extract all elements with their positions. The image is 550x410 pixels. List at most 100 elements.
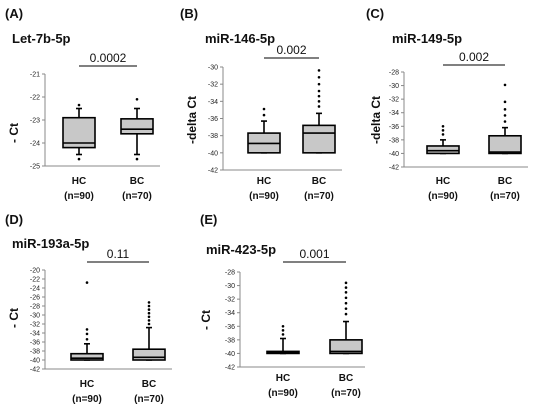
box-iqr <box>70 352 104 361</box>
outlier-point <box>317 89 321 93</box>
y-tick-label: -38 <box>30 349 40 356</box>
y-tick-label: -32 <box>208 82 218 89</box>
panel-letter: (C) <box>366 6 384 21</box>
outlier-point <box>85 332 89 336</box>
y-tick-label: -36 <box>225 324 235 331</box>
p-value-label: 0.001 <box>299 247 329 261</box>
outlier-point <box>503 108 507 111</box>
outlier-point <box>317 69 321 72</box>
y-tick-label: -32 <box>389 97 399 104</box>
panel-title: miR-146-5p <box>205 31 275 46</box>
category-label-line: HC <box>436 176 450 187</box>
category-label-line: (n=70) <box>304 191 334 202</box>
y-tick-label: -34 <box>225 310 235 317</box>
outlier-point <box>503 114 507 117</box>
outlier-point <box>85 328 89 331</box>
box-iqr <box>302 124 336 154</box>
y-axis-label: -delta Ct <box>369 96 383 144</box>
panel-title: miR-423-5p <box>206 242 276 257</box>
box-iqr <box>120 118 154 135</box>
category-label-line: (n=90) <box>72 394 102 405</box>
panel-letter: (A) <box>5 6 23 21</box>
y-tick-label: -22 <box>30 95 40 102</box>
outlier-point <box>77 103 81 107</box>
p-value-label: 0.11 <box>107 247 130 261</box>
p-value-label: 0.0002 <box>90 51 127 65</box>
y-tick-label: -36 <box>389 124 399 131</box>
category-label-line: HC <box>257 176 271 187</box>
y-tick-label: -30 <box>389 83 399 90</box>
y-tick-label: -21 <box>30 72 40 79</box>
category-label: BC (n=70) <box>490 176 520 202</box>
y-tick-label: -24 <box>30 286 40 293</box>
outlier-point <box>281 329 285 332</box>
y-tick-label: -42 <box>30 367 40 374</box>
category-label-line: BC <box>130 176 144 187</box>
outlier-point <box>147 304 151 308</box>
y-tick-label: -32 <box>225 297 235 304</box>
y-tick-label: -40 <box>225 351 235 358</box>
category-label-line: (n=90) <box>64 191 94 202</box>
category-label: HC (n=90) <box>249 176 279 202</box>
outlier-point <box>441 124 445 128</box>
outlier-point <box>344 296 348 300</box>
outlier-point <box>344 301 348 305</box>
outlier-point <box>317 76 321 79</box>
outlier-point <box>147 311 151 315</box>
y-tick-label: -40 <box>208 150 218 157</box>
category-label-line: (n=70) <box>122 191 152 202</box>
outlier-point <box>147 301 151 304</box>
outlier-point <box>503 100 507 104</box>
y-tick-label: -38 <box>225 337 235 344</box>
y-tick-label: -34 <box>208 99 218 106</box>
panel-letter: (B) <box>180 6 198 21</box>
category-label-line: HC <box>72 176 86 187</box>
y-tick-label: -28 <box>389 70 399 77</box>
box-iqr <box>426 145 460 155</box>
panel-title: miR-193a-5p <box>12 236 89 251</box>
category-label-line: (n=70) <box>490 191 520 202</box>
category-label-line: (n=70) <box>331 388 361 399</box>
y-tick-label: -42 <box>225 365 235 372</box>
panel-title: Let-7b-5p <box>12 31 71 46</box>
y-tick-label: -30 <box>225 283 235 290</box>
y-tick-label: -32 <box>30 322 40 329</box>
y-tick-label: -36 <box>30 340 40 347</box>
y-tick-label: -30 <box>208 65 218 72</box>
outlier-point <box>503 120 507 123</box>
panel-letter: (E) <box>200 212 217 227</box>
outlier-point <box>344 312 348 316</box>
category-label-line: BC <box>142 379 156 390</box>
outlier-point <box>147 322 151 326</box>
y-tick-label: -28 <box>225 270 235 277</box>
box-iqr <box>488 134 522 155</box>
p-value-label: 0.002 <box>459 50 489 64</box>
outlier-point <box>317 105 321 108</box>
y-tick-label: -34 <box>30 331 40 338</box>
y-tick-label: -30 <box>30 313 40 320</box>
category-label: BC (n=70) <box>134 379 164 405</box>
y-tick-label: -25 <box>30 164 40 171</box>
category-label: BC (n=70) <box>331 373 361 399</box>
y-axis-label: - Ct <box>7 123 21 143</box>
category-label: HC (n=90) <box>268 373 298 399</box>
outlier-point <box>85 338 89 341</box>
outlier-point <box>281 324 285 328</box>
y-tick-label: -26 <box>30 295 40 302</box>
y-tick-label: -22 <box>30 277 40 284</box>
category-label: BC (n=70) <box>122 176 152 202</box>
outlier-point <box>262 113 266 117</box>
y-axis-label: -delta Ct <box>185 96 199 144</box>
category-label-line: (n=90) <box>268 388 298 399</box>
panel-letter: (D) <box>5 212 23 227</box>
outlier-point <box>262 107 266 111</box>
outlier-point <box>317 94 321 98</box>
category-label-line: (n=90) <box>428 191 458 202</box>
outlier-point <box>135 98 139 101</box>
y-tick-label: -28 <box>30 304 40 311</box>
category-label-line: BC <box>312 176 326 187</box>
y-tick-label: -40 <box>30 358 40 365</box>
y-tick-label: -20 <box>30 268 40 275</box>
category-label-line: HC <box>276 373 290 384</box>
